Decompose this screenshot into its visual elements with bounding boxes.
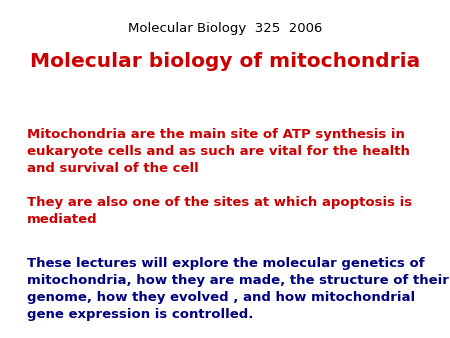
Text: They are also one of the sites at which apoptosis is
mediated: They are also one of the sites at which …	[27, 196, 412, 226]
Text: These lectures will explore the molecular genetics of
mitochondria, how they are: These lectures will explore the molecula…	[27, 257, 449, 321]
Text: Molecular Biology  325  2006: Molecular Biology 325 2006	[128, 22, 322, 35]
Text: Molecular biology of mitochondria: Molecular biology of mitochondria	[30, 52, 420, 71]
Text: Mitochondria are the main site of ATP synthesis in
eukaryote cells and as such a: Mitochondria are the main site of ATP sy…	[27, 128, 410, 175]
